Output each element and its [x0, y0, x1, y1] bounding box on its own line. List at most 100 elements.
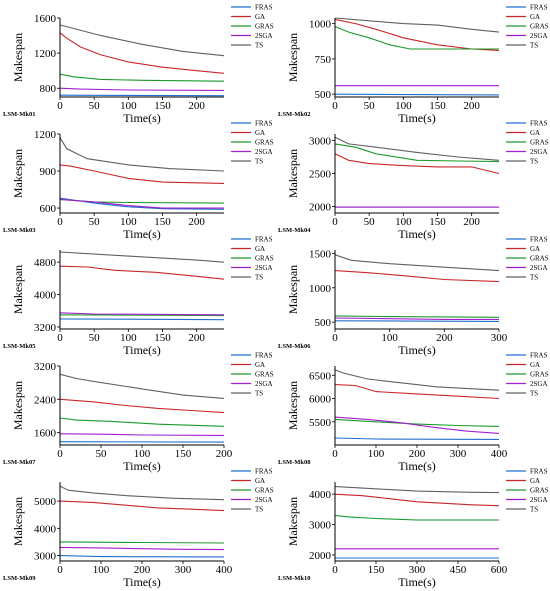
legend-label-2sga: 2SGA [530, 264, 548, 272]
x-axis-label: Time(s) [398, 343, 436, 357]
x-tick-label: 50 [96, 448, 108, 460]
y-tick-label: 1000 [309, 283, 332, 295]
series-line-fras [59, 94, 225, 97]
x-tick-label: 400 [216, 564, 233, 576]
series-line-ts [334, 369, 500, 391]
legend-label-ga: GA [255, 13, 265, 21]
x-axis-label: Time(s) [123, 459, 161, 473]
chart-svg: 0 100 200 300 400 3000 4000 5000 Time(s) Makespan… [3, 468, 274, 590]
chart-panel-lsm-mk08: 0 100 200 300 400 5500 6000 6500 Time(s) Makespan… [275, 348, 550, 474]
chart-svg: 0 50 100 150 200 3200 4000 4800 Time(s) Makespan F… [3, 236, 274, 358]
series-line-fras [334, 93, 500, 96]
chart-panel-lsm-mk06: 0 100 200 300 500 1000 1500 Time(s) Makespan FRAS… [275, 232, 550, 358]
series-line-ga [334, 493, 500, 507]
series-line-fras [334, 320, 500, 322]
series-line-gras [334, 514, 499, 521]
y-tick-label: 1000 [309, 19, 332, 31]
x-tick-label: 200 [188, 216, 205, 228]
legend-label-ts: TS [530, 42, 538, 50]
series-group [334, 369, 500, 440]
y-axis-label: Makespan [11, 381, 25, 430]
y-axis-label: Makespan [286, 265, 300, 314]
legend-label-gras: GRAS [530, 487, 549, 495]
series-line-ga [59, 265, 225, 280]
y-tick-label: 6500 [309, 370, 332, 382]
legend-label-ts: TS [255, 158, 263, 166]
x-tick-label: 150 [154, 216, 171, 228]
series-group [59, 373, 225, 443]
legend-label-ts: TS [255, 42, 263, 50]
legend-label-gras: GRAS [255, 255, 274, 263]
y-tick-label: 1200 [34, 48, 57, 60]
series-line-ts [59, 485, 225, 501]
legend-label-fras: FRAS [255, 352, 273, 360]
x-tick-label: 200 [409, 448, 426, 460]
legend-label-ts: TS [530, 274, 538, 282]
y-tick-label: 1600 [34, 13, 57, 25]
series-line-ga [334, 153, 500, 175]
legend-label-ga: GA [255, 245, 265, 253]
x-tick-label: 100 [134, 448, 151, 460]
x-tick-label: 50 [364, 100, 376, 112]
chart-svg: 0 50 100 150 200 2000 2500 3000 Time(s) Makespan F… [278, 120, 549, 242]
y-tick-label: 500 [315, 317, 332, 329]
x-tick-label: 150 [175, 448, 192, 460]
series-line-gras [334, 143, 500, 163]
series-group [334, 486, 500, 559]
legend-label-gras: GRAS [255, 371, 274, 379]
chart-svg: 0 150 300 450 600 2000 3000 4000 Time(s) Makespan… [278, 468, 549, 590]
chart-panel-lsm-mk09: 0 100 200 300 400 3000 4000 5000 Time(s) Makespan… [0, 464, 275, 590]
legend-label-ga: GA [255, 361, 265, 369]
y-axis-label: Makespan [11, 497, 25, 546]
legend-label-fras: FRAS [255, 120, 273, 128]
axis-lines [59, 250, 224, 330]
y-axis-label: Makespan [286, 497, 300, 546]
chart-svg: 0 50 100 150 200 500 750 1000 Time(s) Makespan FRA… [278, 4, 549, 126]
series-line-ga [334, 270, 500, 283]
legend-label-ga: GA [530, 245, 540, 253]
x-tick-label: 400 [491, 448, 508, 460]
x-axis-label: Time(s) [398, 227, 436, 241]
x-tick-label: 300 [409, 564, 426, 576]
x-tick-label: 0 [57, 448, 63, 460]
series-line-2sga [59, 198, 224, 209]
series-line-gras [59, 417, 225, 427]
x-tick-label: 300 [175, 564, 192, 576]
y-tick-label: 2500 [309, 169, 332, 181]
legend-label-gras: GRAS [530, 23, 549, 31]
legend-label-gras: GRAS [255, 23, 274, 31]
series-line-gras [59, 314, 225, 317]
x-tick-label: 0 [332, 216, 338, 228]
series-group [334, 136, 500, 208]
x-axis-label: Time(s) [123, 343, 161, 357]
chart-svg: 0 50 100 150 200 600 900 1200 Time(s) Makespan FRA… [3, 120, 274, 242]
legend-label-gras: GRAS [255, 139, 274, 147]
y-tick-label: 1200 [34, 129, 57, 141]
y-tick-label: 1500 [309, 248, 332, 260]
legend-label-2sga: 2SGA [255, 496, 273, 504]
x-tick-label: 200 [134, 564, 151, 576]
panel-title: LSM-Mk10 [278, 575, 311, 582]
x-tick-label: 600 [491, 564, 508, 576]
legend-label-fras: FRAS [530, 468, 548, 476]
y-tick-label: 500 [315, 89, 332, 101]
x-tick-label: 150 [154, 332, 171, 344]
x-tick-label: 300 [491, 332, 508, 344]
series-line-2sga [334, 317, 499, 320]
x-tick-label: 100 [120, 100, 137, 112]
series-group [334, 17, 500, 96]
y-tick-label: 3000 [309, 520, 332, 532]
x-tick-label: 50 [89, 100, 101, 112]
series-line-2sga [334, 416, 500, 434]
chart-svg: 0 50 100 150 200 1600 2400 3200 Time(s) Makespan F… [3, 352, 274, 474]
x-tick-label: 150 [154, 100, 171, 112]
y-tick-label: 4000 [34, 290, 57, 302]
chart-panel-lsm-mk03: 0 50 100 150 200 600 900 1200 Time(s) Makespan FRA… [0, 116, 275, 242]
x-tick-label: 0 [57, 564, 63, 576]
